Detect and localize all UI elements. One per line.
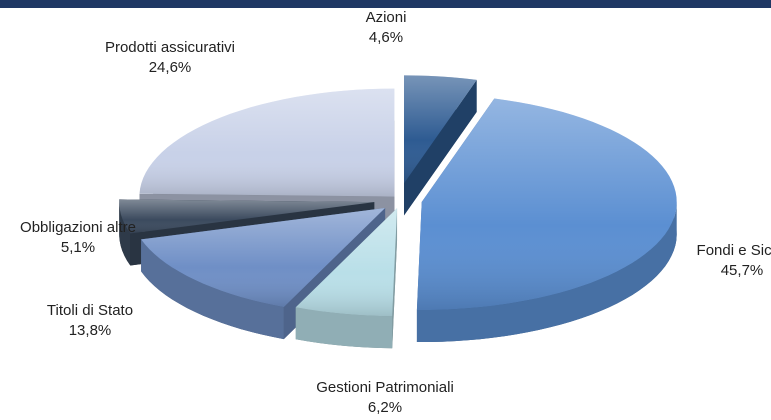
slice-wall [141, 239, 284, 340]
slice-shine [404, 75, 477, 184]
slice-label: Azioni [366, 9, 407, 26]
slice-shine [119, 199, 375, 234]
slice-value-label: 5,1% [61, 239, 95, 256]
slice-value-label: 6,2% [368, 399, 402, 416]
slice-label: Obbligazioni altre [20, 219, 136, 236]
slice-shine [139, 88, 395, 197]
slice-wall [119, 202, 131, 266]
slice-value-label: 24,6% [149, 59, 192, 76]
slice-wall [416, 202, 677, 342]
slice [295, 208, 398, 349]
slice-label: Titoli di Stato [47, 302, 133, 319]
slice-shine [295, 208, 398, 317]
slice-value-label: 13,8% [69, 322, 112, 339]
pie [119, 75, 677, 349]
slice-shine [416, 98, 677, 310]
slice-side [404, 79, 477, 216]
slice-value-label: 4,6% [369, 29, 403, 46]
slice [404, 75, 477, 216]
slice-value-label: 45,7% [721, 262, 764, 279]
slice [416, 98, 677, 343]
slice-shine [141, 207, 386, 308]
slice-wall [295, 307, 393, 349]
slice-label: Fondi e Sicav [697, 242, 771, 259]
slice-label: Prodotti assicurativi [105, 39, 235, 56]
header-bar [0, 0, 771, 8]
slice [141, 207, 386, 340]
slice-side [392, 208, 398, 349]
labels: Azioni 4,6% Fondi e Sicav 45,7% Gestioni Pat… [20, 9, 771, 416]
slice-label: Gestioni Patrimoniali [316, 379, 454, 396]
